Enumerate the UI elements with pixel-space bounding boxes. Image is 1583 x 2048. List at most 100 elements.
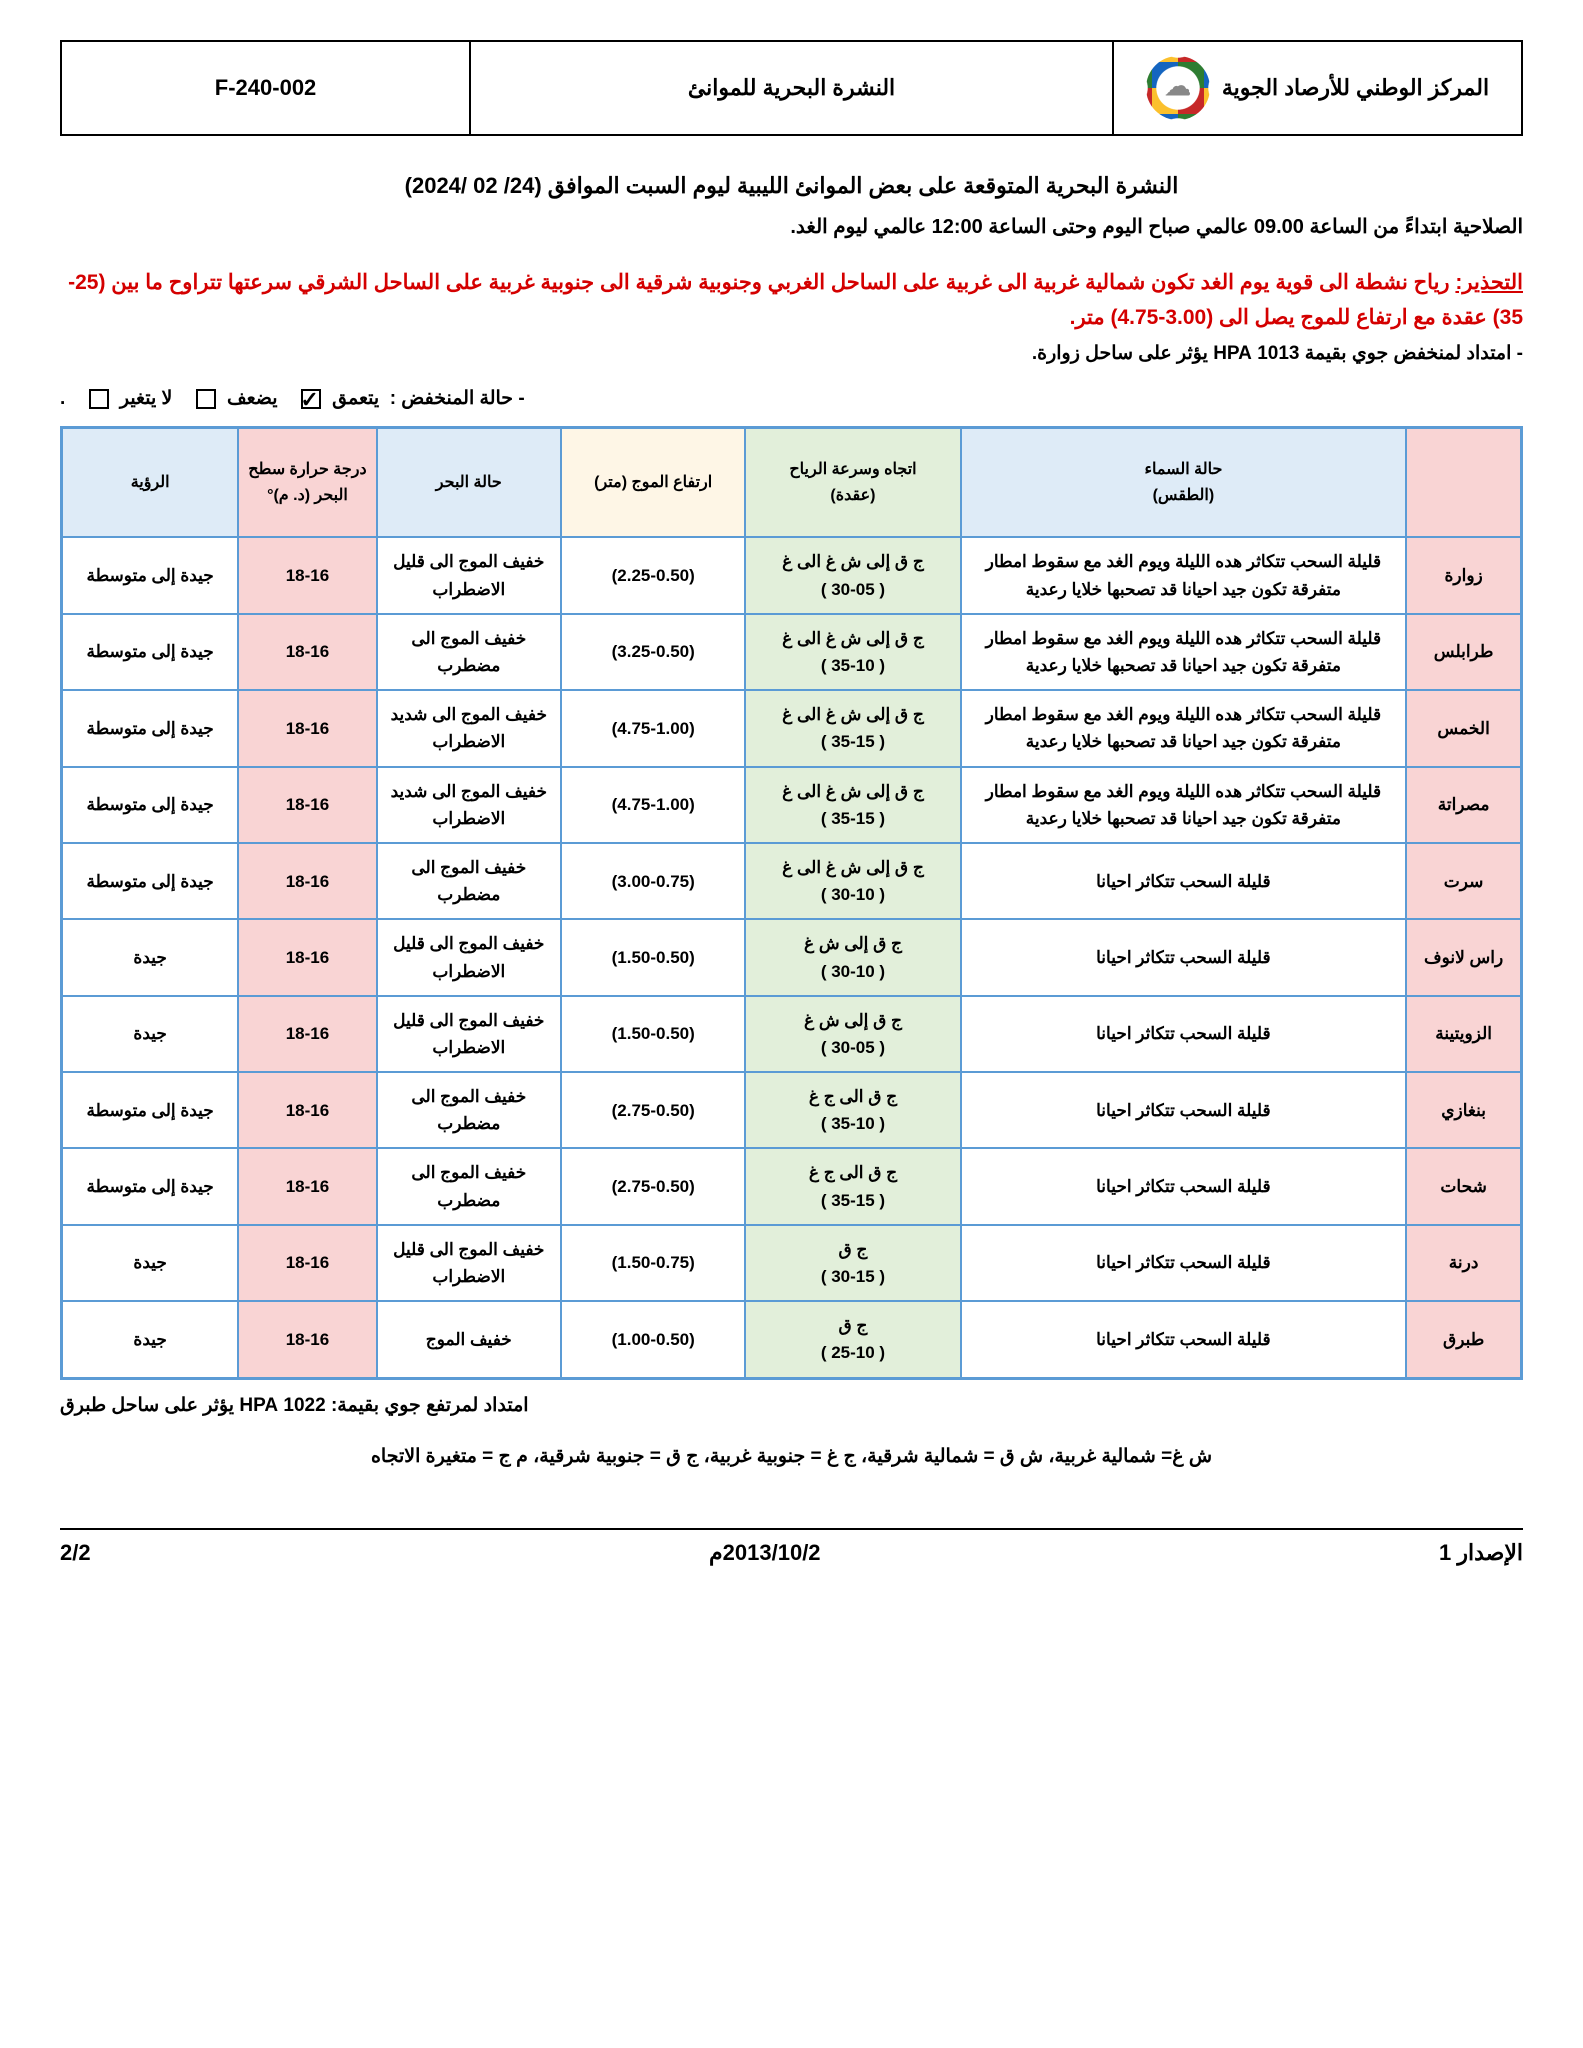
cell-sky: قليلة السحب تتكاثر احيانا (961, 1072, 1407, 1148)
cell-wave: (4.75-1.00) (561, 690, 745, 766)
col-vis: الرؤية (62, 427, 239, 537)
cell-temp: 18-16 (238, 1301, 376, 1378)
cell-wind: ج ق إلى ش غ الى غ( 30-10 ) (745, 843, 960, 919)
cell-port: الخمس (1406, 690, 1521, 766)
warning-label: التحذير: (1455, 271, 1523, 294)
depression-opt-weaken: يضعف (227, 388, 278, 409)
abbreviations: ش غ= شمالية غربية، ش ق = شمالية شرقية، ج… (60, 1445, 1523, 1468)
bulletin-title: النشرة البحرية المتوقعة على بعض الموانئ … (60, 166, 1523, 206)
table-row: شحاتقليلة السحب تتكاثر احياناج ق الى ج غ… (62, 1148, 1522, 1224)
cell-wave: (1.50-0.50) (561, 919, 745, 995)
cell-wind: ج ق إلى ش غ الى غ( 35-15 ) (745, 767, 960, 843)
cell-wind: ج ق إلى ش غ الى غ( 30-05 ) (745, 537, 960, 613)
cell-wave: (1.00-0.50) (561, 1301, 745, 1378)
cell-sky: قليلة السحب تتكاثر هده الليلة ويوم الغد … (961, 767, 1407, 843)
cell-wind: ج ق الى ج غ( 35-10 ) (745, 1072, 960, 1148)
cell-wind: ج ق إلى ش غ الى غ( 35-15 ) (745, 690, 960, 766)
cell-vis: جيدة إلى متوسطة (62, 843, 239, 919)
footer-page: 2/2 (60, 1540, 91, 1566)
cell-temp: 18-16 (238, 1072, 376, 1148)
cell-wave: (3.25-0.50) (561, 614, 745, 690)
cell-temp: 18-16 (238, 767, 376, 843)
doc-code: F-240-002 (61, 41, 470, 135)
cell-wave: (2.75-0.50) (561, 1072, 745, 1148)
checkbox-deepen (301, 389, 321, 409)
doc-title: النشرة البحرية للموانئ (470, 41, 1113, 135)
table-row: بنغازيقليلة السحب تتكاثر احياناج ق الى ج… (62, 1072, 1522, 1148)
cell-port: زوارة (1406, 537, 1521, 613)
cell-port: شحات (1406, 1148, 1521, 1224)
cell-vis: جيدة (62, 1301, 239, 1378)
depression-opt-deepen: يتعمق (332, 388, 379, 409)
cell-sea: خفيف الموج الى مضطرب (377, 843, 561, 919)
cell-port: سرت (1406, 843, 1521, 919)
cell-sea: خفيف الموج الى قليل الاضطراب (377, 919, 561, 995)
cell-sea: خفيف الموج الى قليل الاضطراب (377, 537, 561, 613)
cell-temp: 18-16 (238, 919, 376, 995)
table-row: زوارةقليلة السحب تتكاثر هده الليلة ويوم … (62, 537, 1522, 613)
cell-sea: خفيف الموج الى مضطرب (377, 1072, 561, 1148)
cell-vis: جيدة إلى متوسطة (62, 537, 239, 613)
footer: الإصدار 1 2013/10/2م 2/2 (60, 1528, 1523, 1566)
cell-port: درنة (1406, 1225, 1521, 1301)
cell-wind: ج ق إلى ش غ( 30-05 ) (745, 996, 960, 1072)
high-pressure-line: امتداد لمرتفع جوي بقيمة: 1022 HPA يؤثر ع… (60, 1394, 1523, 1417)
cell-wave: (4.75-1.00) (561, 767, 745, 843)
table-header-row: حالة السماء(الطقس) اتجاه وسرعة الرياح(عق… (62, 427, 1522, 537)
cell-temp: 18-16 (238, 996, 376, 1072)
cell-wind: ج ق إلى ش غ الى غ( 35-10 ) (745, 614, 960, 690)
cell-wave: (3.00-0.75) (561, 843, 745, 919)
col-wave: ارتفاع الموج (متر) (561, 427, 745, 537)
cell-temp: 18-16 (238, 1148, 376, 1224)
cell-port: طرابلس (1406, 614, 1521, 690)
depression-prefix: - حالة المنخفض : (390, 388, 525, 409)
cell-temp: 18-16 (238, 843, 376, 919)
table-row: الخمسقليلة السحب تتكاثر هده الليلة ويوم … (62, 690, 1522, 766)
document-header: المركز الوطني للأرصاد الجوية النشرة البح… (60, 40, 1523, 136)
cell-temp: 18-16 (238, 690, 376, 766)
depression-opt-same: لا يتغير (120, 388, 173, 409)
cell-wind: ج ق إلى ش غ( 30-10 ) (745, 919, 960, 995)
validity-line: الصلاحية ابتداءً من الساعة 09.00 عالمي ص… (60, 214, 1523, 239)
cell-wind: ج ق الى ج غ( 35-15 ) (745, 1148, 960, 1224)
cell-port: راس لانوف (1406, 919, 1521, 995)
table-row: مصراتةقليلة السحب تتكاثر هده الليلة ويوم… (62, 767, 1522, 843)
depression-status: - حالة المنخفض : يتعمق يضعف لا يتغير . (60, 387, 1523, 410)
cell-sky: قليلة السحب تتكاثر هده الليلة ويوم الغد … (961, 537, 1407, 613)
cell-temp: 18-16 (238, 614, 376, 690)
cell-temp: 18-16 (238, 1225, 376, 1301)
org-cell: المركز الوطني للأرصاد الجوية (1113, 41, 1522, 135)
table-row: سرتقليلة السحب تتكاثر احياناج ق إلى ش غ … (62, 843, 1522, 919)
warning-block: التحذير: رياح نشطة الى قوية يوم الغد تكو… (60, 265, 1523, 336)
cell-sky: قليلة السحب تتكاثر هده الليلة ويوم الغد … (961, 690, 1407, 766)
cell-vis: جيدة إلى متوسطة (62, 1148, 239, 1224)
cell-sea: خفيف الموج الى مضطرب (377, 1148, 561, 1224)
footer-issue: الإصدار 1 (1439, 1540, 1523, 1566)
cell-wave: (1.50-0.75) (561, 1225, 745, 1301)
cell-sea: خفيف الموج الى قليل الاضطراب (377, 996, 561, 1072)
cell-sky: قليلة السحب تتكاثر احيانا (961, 843, 1407, 919)
cell-vis: جيدة إلى متوسطة (62, 614, 239, 690)
forecast-table: حالة السماء(الطقس) اتجاه وسرعة الرياح(عق… (60, 426, 1523, 1380)
cell-sea: خفيف الموج الى شديد الاضطراب (377, 767, 561, 843)
table-row: درنةقليلة السحب تتكاثر احياناج ق( 30-15 … (62, 1225, 1522, 1301)
cell-sea: خفيف الموج الى قليل الاضطراب (377, 1225, 561, 1301)
cell-port: الزويتينة (1406, 996, 1521, 1072)
cell-sky: قليلة السحب تتكاثر هده الليلة ويوم الغد … (961, 614, 1407, 690)
cell-vis: جيدة (62, 996, 239, 1072)
cell-wave: (1.50-0.50) (561, 996, 745, 1072)
cell-wave: (2.75-0.50) (561, 1148, 745, 1224)
cell-sky: قليلة السحب تتكاثر احيانا (961, 1148, 1407, 1224)
footer-date: 2013/10/2م (709, 1540, 821, 1566)
logo-icon (1146, 56, 1210, 120)
cell-temp: 18-16 (238, 537, 376, 613)
table-row: راس لانوفقليلة السحب تتكاثر احياناج ق إل… (62, 919, 1522, 995)
cell-port: مصراتة (1406, 767, 1521, 843)
cell-wind: ج ق( 30-15 ) (745, 1225, 960, 1301)
col-temp: درجة حرارة سطح البحر (د. م)° (238, 427, 376, 537)
cell-vis: جيدة (62, 1225, 239, 1301)
low-pressure-extension: - امتداد لمنخفض جوي بقيمة 1013 HPA يؤثر … (60, 342, 1523, 365)
table-row: طبرققليلة السحب تتكاثر احياناج ق( 25-10 … (62, 1301, 1522, 1378)
cell-port: طبرق (1406, 1301, 1521, 1378)
cell-vis: جيدة إلى متوسطة (62, 767, 239, 843)
